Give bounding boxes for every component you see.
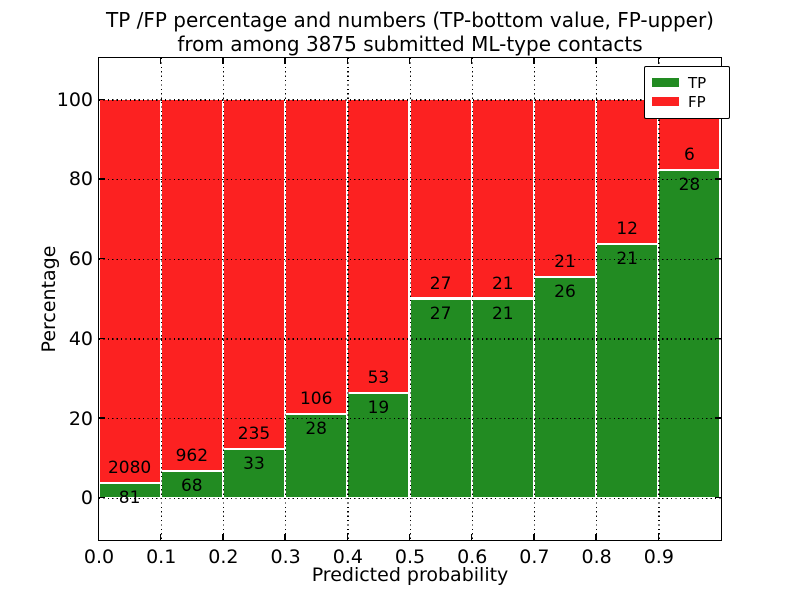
tp-count-label: 28 bbox=[305, 419, 328, 440]
tp-count-label: 21 bbox=[491, 303, 514, 324]
x-tick-mark-top bbox=[595, 57, 597, 64]
x-tick-label: 0.4 bbox=[332, 546, 363, 568]
x-tick-mark bbox=[657, 533, 659, 540]
x-tick-label: 0.1 bbox=[146, 546, 177, 568]
bar-tp-segment bbox=[98, 482, 161, 498]
bar-tp-segment bbox=[285, 414, 348, 498]
fp-count-label: 106 bbox=[299, 389, 333, 410]
fp-count-label: 27 bbox=[429, 273, 452, 294]
tp-count-label: 19 bbox=[367, 397, 390, 418]
x-tick-mark-top bbox=[346, 57, 348, 64]
x-tick-label: 0.8 bbox=[581, 546, 612, 568]
x-tick-mark-top bbox=[408, 57, 411, 64]
y-tick-label: 60 bbox=[68, 248, 93, 271]
x-tick-mark bbox=[346, 533, 348, 540]
legend-entry-tp: TP bbox=[652, 74, 723, 91]
x-tick-mark-top bbox=[97, 57, 100, 64]
y-tick-mark bbox=[98, 417, 105, 419]
bar-fp-segment bbox=[409, 99, 472, 299]
fp-count-label: 235 bbox=[237, 423, 271, 444]
tp-count-label: 81 bbox=[118, 487, 141, 508]
bar-fp-segment bbox=[533, 99, 597, 278]
fp-count-label: 962 bbox=[175, 446, 209, 467]
legend-swatch-fp bbox=[652, 97, 679, 106]
x-axis-label: Predicted probability bbox=[311, 564, 509, 586]
bar-fp-segment bbox=[347, 99, 410, 393]
tp-count-label: 26 bbox=[554, 282, 576, 303]
x-tick-mark-top bbox=[657, 57, 659, 64]
x-tick-mark bbox=[97, 533, 100, 540]
fp-count-label: 21 bbox=[554, 252, 576, 273]
y-tick-mark bbox=[98, 178, 105, 180]
y-tick-mark bbox=[98, 257, 105, 260]
x-tick-mark bbox=[533, 533, 535, 540]
bar-tp-segment bbox=[471, 298, 534, 498]
legend: TP FP bbox=[644, 66, 730, 119]
bar-fp-segment bbox=[160, 99, 223, 472]
x-tick-mark-top bbox=[222, 57, 224, 64]
x-tick-mark-top bbox=[471, 57, 473, 64]
x-tick-mark bbox=[222, 533, 224, 540]
x-tick-mark bbox=[284, 533, 286, 540]
y-tick-mark bbox=[98, 337, 105, 340]
legend-entry-fp: FP bbox=[652, 93, 723, 110]
fp-count-label: 21 bbox=[491, 273, 514, 294]
tp-count-label: 28 bbox=[678, 174, 701, 195]
x-tick-mark bbox=[408, 533, 411, 540]
y-tick-mark bbox=[98, 496, 105, 499]
y-tick-label: 80 bbox=[68, 168, 93, 191]
gridline-horizontal bbox=[98, 497, 721, 499]
tp-count-label: 21 bbox=[616, 249, 639, 270]
bar-tp-segment bbox=[409, 298, 472, 498]
fp-count-label: 2080 bbox=[107, 457, 152, 478]
chart-title-line1: TP /FP percentage and numbers (TP-bottom… bbox=[106, 8, 714, 32]
bar-tp-segment bbox=[160, 471, 223, 498]
y-tick-mark-right bbox=[714, 496, 721, 499]
tp-count-label: 68 bbox=[180, 476, 203, 497]
tp-count-label: 33 bbox=[243, 453, 265, 474]
fp-count-label: 12 bbox=[616, 219, 639, 240]
y-tick-label: 20 bbox=[68, 407, 93, 430]
bar-tp-segment bbox=[533, 277, 597, 498]
y-axis-label: Percentage bbox=[38, 245, 60, 353]
x-tick-mark bbox=[471, 533, 473, 540]
x-tick-mark-top bbox=[160, 57, 162, 64]
chart-title-line2: from among 3875 submitted ML-type contac… bbox=[177, 32, 643, 56]
x-tick-label: 0.0 bbox=[83, 546, 115, 568]
y-tick-label: 40 bbox=[68, 327, 93, 350]
fp-count-label: 6 bbox=[683, 144, 695, 165]
bar-fp-segment bbox=[285, 99, 348, 415]
plot-area: 2080 81 962 68 235 33 106 28 53 19 27 27 21 21 21 26 12 2… bbox=[97, 56, 722, 541]
y-tick-mark-right bbox=[714, 417, 721, 419]
chart-title: TP /FP percentage and numbers (TP-bottom… bbox=[99, 8, 721, 56]
x-tick-label: 0.7 bbox=[519, 546, 550, 568]
bar-fp-segment bbox=[222, 99, 286, 449]
legend-label-tp: TP bbox=[688, 73, 707, 92]
y-tick-mark-right bbox=[714, 178, 721, 180]
x-tick-label: 0.2 bbox=[208, 546, 239, 568]
x-tick-label: 0.9 bbox=[643, 546, 674, 568]
bar-fp-segment bbox=[98, 99, 161, 483]
fp-count-label: 53 bbox=[367, 367, 390, 388]
tp-count-label: 27 bbox=[429, 303, 452, 324]
bar-tp-segment bbox=[658, 169, 721, 498]
bar-tp-segment bbox=[596, 244, 659, 498]
x-tick-mark bbox=[160, 533, 162, 540]
y-tick-mark-right bbox=[714, 337, 721, 340]
x-tick-label: 0.5 bbox=[394, 546, 426, 568]
x-tick-mark bbox=[595, 533, 597, 540]
legend-swatch-tp bbox=[652, 78, 679, 87]
y-tick-label: 100 bbox=[56, 88, 93, 111]
bar-tp-segment bbox=[222, 448, 286, 498]
x-tick-mark-top bbox=[284, 57, 286, 64]
y-tick-mark bbox=[98, 98, 105, 101]
y-tick-label: 0 bbox=[80, 487, 93, 510]
x-tick-label: 0.3 bbox=[270, 546, 301, 568]
x-tick-mark-top bbox=[533, 57, 535, 64]
x-tick-label: 0.6 bbox=[457, 546, 488, 568]
bar-fp-segment bbox=[471, 99, 534, 299]
legend-label-fp: FP bbox=[688, 92, 706, 111]
y-tick-mark-right bbox=[714, 257, 721, 260]
